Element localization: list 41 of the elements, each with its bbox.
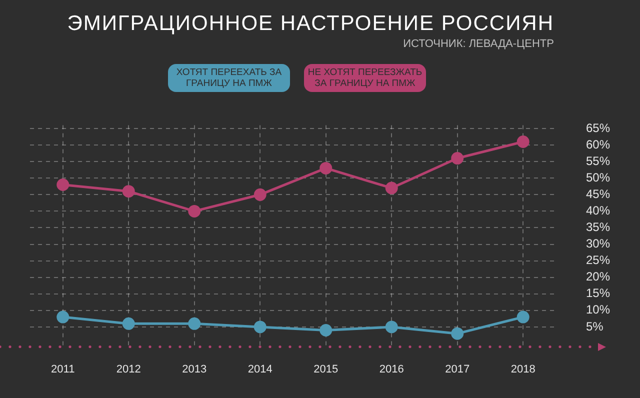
point <box>122 185 135 198</box>
y-tick-label: 20% <box>586 270 610 284</box>
point <box>451 152 464 165</box>
text: ХОТЯТ ПЕРЕЕХАТЬ ЗА ГРАНИЦУ НА ПМЖ <box>168 64 290 92</box>
y-tick-label: 55% <box>586 154 610 168</box>
point <box>56 178 70 191</box>
y-tick-label: 60% <box>586 137 610 152</box>
x-tick-label: 2012 <box>116 363 141 376</box>
x-tick-label: 2017 <box>445 363 470 376</box>
x-tick-label: 2014 <box>248 363 272 376</box>
y-tick-label: 5% <box>586 319 604 334</box>
x-tick-label: 2015 <box>314 363 338 376</box>
y-tick-label: 15% <box>586 286 610 300</box>
point <box>385 320 398 334</box>
x-tick-label: 2013 <box>182 363 207 376</box>
y-tick-label: 50% <box>586 170 610 184</box>
chart-title: ЭМИГРАЦИОННОЕ НАСТРОЕНИЕ РОССИЯН <box>66 12 554 36</box>
point <box>188 204 201 218</box>
point <box>254 320 266 334</box>
y-tick-label: 35% <box>586 220 610 234</box>
x-tick-label: 2011 <box>51 363 75 376</box>
y-tick-label: 45% <box>586 186 610 201</box>
y-tick-label: 10% <box>586 302 610 317</box>
x-tick-label: 2018 <box>510 363 536 376</box>
point <box>188 317 201 330</box>
point <box>56 310 70 324</box>
point <box>254 188 266 201</box>
y-tick-label: 30% <box>586 236 610 251</box>
point <box>122 317 135 330</box>
y-tick-label: 25% <box>586 253 610 268</box>
point <box>385 182 398 194</box>
point <box>320 162 332 174</box>
x-tick-label: 2016 <box>379 363 404 376</box>
y-tick-label: 40% <box>586 204 610 218</box>
chart-subtitle: ИСТОЧНИК: ЛЕВАДА-ЦЕНТР <box>402 38 554 50</box>
y-tick-label: 65% <box>586 120 610 135</box>
point <box>320 324 332 337</box>
point <box>516 310 530 324</box>
point <box>451 327 464 340</box>
point <box>516 135 530 148</box>
text: НЕ ХОТЯТ ПЕРЕЕЗЖАТЬ ЗА ГРАНИЦУ НА ПМЖ <box>304 64 426 92</box>
